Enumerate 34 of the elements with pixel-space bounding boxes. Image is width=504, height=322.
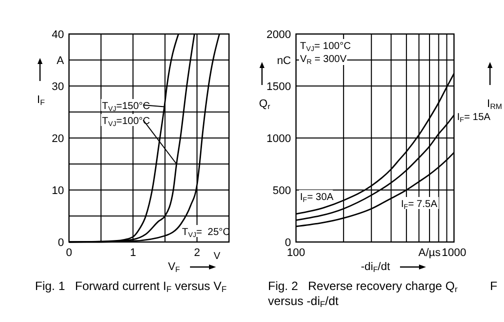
y-axis-title: I$_{F}$ <box>37 94 46 108</box>
series-label: T$_{VJ}$=150°C <box>102 101 150 114</box>
series-label: I$_{F}$= 7.5A <box>401 199 438 212</box>
x-tick-label: 0 <box>66 247 72 259</box>
annotation: T$_{VJ}$= 100°C <box>300 41 351 54</box>
x-tick-label: 1 <box>130 247 136 259</box>
y-tick-label: 20 <box>52 133 64 145</box>
x-tick-label: 2 <box>194 247 200 259</box>
x-tick-label: A/µs <box>418 247 442 259</box>
series-label: T$_{VJ}$= 25°C <box>182 227 230 240</box>
y-tick-label: 30 <box>52 81 64 93</box>
x-axis-title: -di$_{F}$/dt <box>360 261 390 274</box>
text: V <box>214 251 221 262</box>
text: F <box>490 279 498 293</box>
y-tick-label: 500 <box>272 185 291 197</box>
y-axis-title: Q$_{r}$ <box>259 98 271 112</box>
y-tick-label: 0 <box>284 237 291 249</box>
y-tick-label: 1000 <box>266 133 291 145</box>
x-tick-label: 1000 <box>442 247 466 259</box>
chart-title: Fig. 2 Reverse recovery charge Q$_{r}$ versus -di$_{F}$/dt <box>268 279 458 310</box>
y-tick-label: 40 <box>52 29 64 41</box>
annotation: V$_{R}$ = 300V <box>300 54 347 66</box>
y-tick-label: 0 <box>58 237 64 249</box>
text: I$_{RM}$ <box>487 98 502 112</box>
x-tick-label: 100 <box>286 247 306 259</box>
series-label: I$_{F}$= 15A <box>457 112 491 124</box>
y-tick-label: 2000 <box>266 29 291 41</box>
y-tick-label: A <box>56 55 65 67</box>
y-tick-label: 10 <box>52 185 64 197</box>
y-tick-label: 1500 <box>266 81 291 93</box>
series-label: I$_{F}$= 30A <box>300 192 334 204</box>
text: Fig. 1 Forward current I$_{F}$ versus V$_{F}$ <box>35 279 227 294</box>
y-tick-label: nC <box>276 55 292 67</box>
x-axis-title: V$_{F}$ <box>168 261 180 274</box>
